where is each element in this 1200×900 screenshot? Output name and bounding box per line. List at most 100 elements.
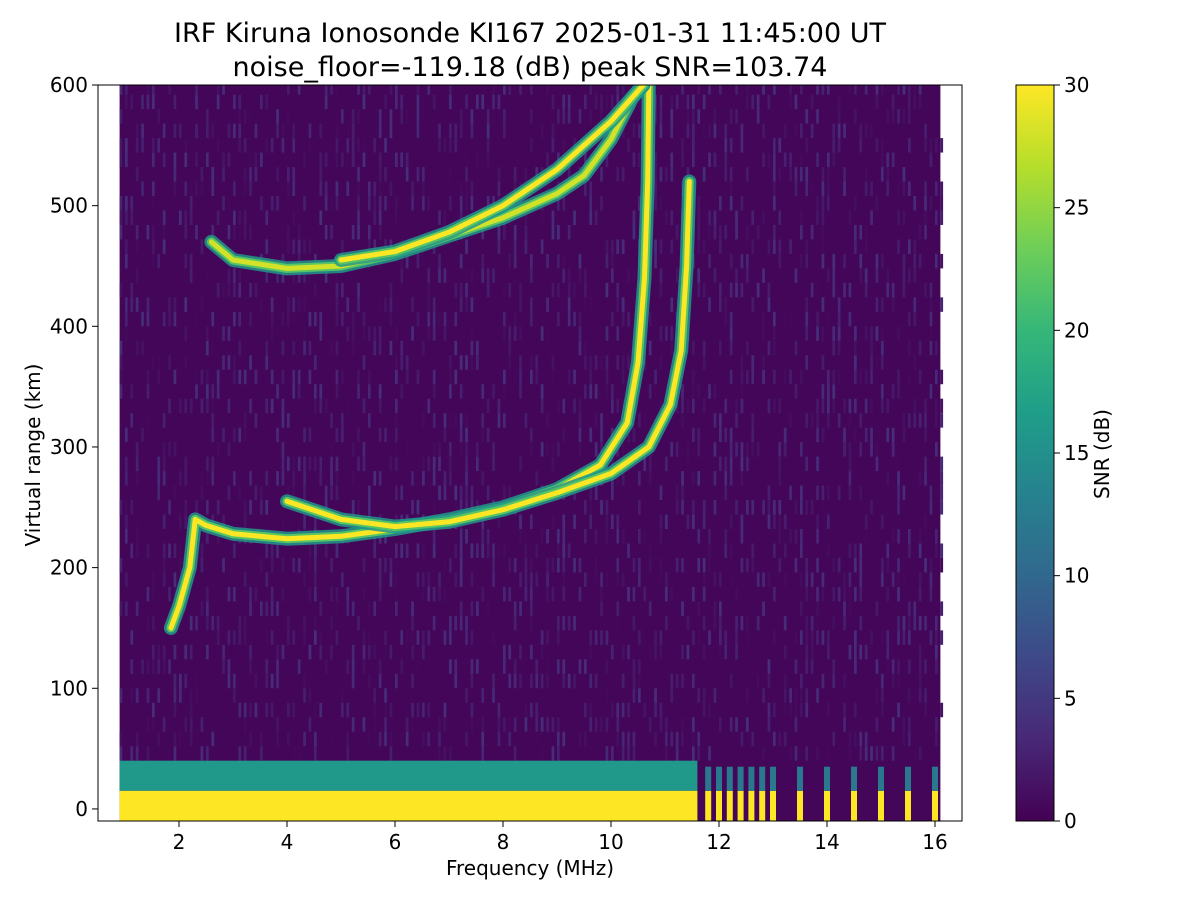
chart-subtitle: noise_floor=-119.18 (dB) peak SNR=103.74 [232, 52, 828, 83]
noise-cell [335, 85, 339, 95]
noise-cell [632, 268, 636, 283]
noise-cell [395, 196, 398, 211]
trace-line [208, 85, 646, 271]
noise-cell [503, 543, 506, 558]
noise-cell [524, 85, 528, 95]
noise-cell [584, 152, 587, 168]
noise-cell [395, 442, 398, 457]
noise-cell [492, 94, 495, 110]
noise-cell [708, 746, 711, 761]
noise-cell [368, 326, 371, 341]
noise-cell [557, 615, 560, 631]
y-tick-label: 500 [50, 194, 88, 218]
noise-cell [476, 456, 479, 472]
noise-cell [292, 384, 296, 399]
noise-cell [648, 471, 652, 486]
noise-cell [719, 572, 722, 587]
noise-cell [859, 224, 863, 240]
noise-cell [173, 731, 177, 747]
noise-cell [146, 659, 150, 674]
noise-cell [400, 340, 404, 356]
noise-cell [843, 586, 846, 602]
noise-cell [681, 557, 684, 573]
noise-cell [557, 196, 560, 211]
noise-cell [330, 485, 333, 501]
noise-cell [270, 601, 274, 616]
noise-cell [438, 210, 441, 225]
noise-cell [702, 398, 706, 414]
noise-cell [443, 427, 447, 443]
noise-cell [605, 630, 609, 645]
noise-cell [546, 413, 549, 428]
noise-cell [270, 138, 274, 153]
noise-cell [233, 471, 236, 486]
noise-cell [654, 630, 657, 645]
noise-cell [913, 413, 917, 428]
noise-cell [924, 282, 927, 298]
noise-cell [605, 717, 609, 732]
noise-cell [470, 181, 474, 197]
x-tick-label: 16 [922, 830, 947, 854]
noise-cell [200, 471, 204, 486]
noise-cell [832, 268, 836, 283]
noise-cell [443, 413, 447, 428]
noise-cell [843, 615, 846, 631]
noise-cell [465, 529, 468, 544]
noise-cell [497, 413, 501, 428]
noise-cell [459, 427, 463, 443]
noise-cell [119, 210, 123, 225]
noise-cell [125, 427, 128, 443]
noise-cell [686, 514, 690, 530]
noise-cell [287, 224, 290, 240]
noise-cell [562, 673, 566, 689]
noise-cell [740, 471, 744, 486]
noise-cell [859, 369, 863, 385]
noise-cell [816, 311, 819, 327]
noise-cell [184, 673, 188, 689]
noise-cell [481, 688, 485, 703]
noise-cell [767, 500, 771, 515]
noise-cell [476, 659, 479, 674]
noise-cell [751, 413, 755, 428]
noise-cell [670, 731, 674, 747]
noise-cell [362, 355, 366, 370]
interference-spike [824, 790, 830, 821]
noise-cell [940, 557, 944, 573]
noise-cell [125, 239, 128, 254]
noise-cell [719, 644, 722, 660]
noise-cell [125, 471, 128, 486]
noise-cell [233, 427, 236, 443]
noise-cell [810, 615, 814, 631]
noise-cell [589, 210, 593, 225]
noise-cell [908, 340, 911, 356]
noise-cell [654, 644, 657, 660]
noise-cell [778, 138, 782, 153]
noise-cell [195, 673, 198, 689]
noise-cell [724, 398, 728, 414]
noise-cell [681, 673, 684, 689]
noise-cell [611, 702, 614, 718]
noise-cell [632, 615, 636, 631]
noise-cell [465, 615, 468, 631]
noise-cell [767, 297, 771, 312]
noise-cell [335, 268, 339, 283]
noise-cell [551, 210, 555, 225]
interference-spike [851, 790, 857, 821]
noise-cell [427, 282, 431, 298]
interference-spike [716, 790, 722, 821]
noise-cell [762, 572, 765, 587]
noise-cell [195, 311, 198, 327]
noise-cell [162, 644, 166, 660]
noise-cell [260, 557, 263, 573]
noise-cell [773, 326, 776, 341]
noise-cell [800, 529, 803, 544]
noise-cell [265, 94, 269, 110]
noise-cell [854, 731, 857, 747]
noise-cell [314, 746, 317, 761]
noise-cell [530, 297, 533, 312]
noise-cell [378, 586, 382, 602]
noise-cell [454, 123, 458, 139]
noise-cell [152, 181, 155, 197]
noise-cell [395, 85, 398, 95]
noise-cell [135, 456, 139, 472]
